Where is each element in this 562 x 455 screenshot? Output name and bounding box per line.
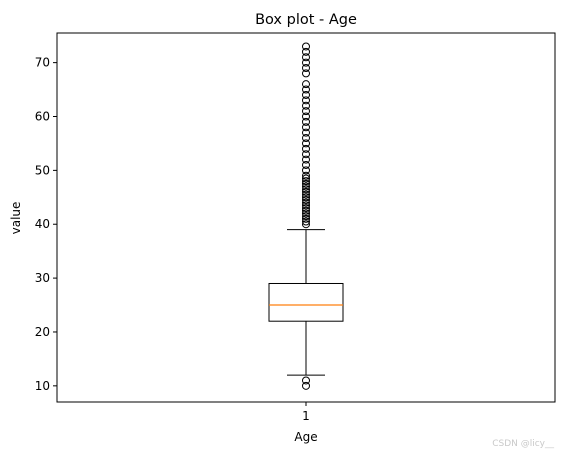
outlier-point: [302, 101, 310, 110]
outlier-point: [302, 174, 310, 183]
y-tick-label: 30: [35, 271, 50, 285]
y-tick-label: 10: [35, 379, 50, 393]
outlier-point: [302, 187, 310, 196]
outlier-point: [302, 134, 310, 143]
outlier-point: [302, 85, 310, 94]
outlier-point: [302, 179, 310, 188]
outlier-point: [302, 69, 310, 78]
outlier-point: [302, 376, 310, 385]
outlier-point: [302, 220, 310, 229]
outlier-point: [302, 117, 310, 126]
outlier-point: [302, 80, 310, 89]
y-tick-label: 20: [35, 325, 50, 339]
outlier-point: [302, 185, 310, 194]
y-tick-label: 50: [35, 163, 50, 177]
outlier-point: [302, 214, 310, 223]
watermark-text: CSDN @licy__: [492, 439, 554, 449]
y-tick-label: 60: [35, 109, 50, 123]
y-tick-label: 40: [35, 217, 50, 231]
outlier-point: [302, 112, 310, 121]
outlier-point: [302, 128, 310, 137]
outlier-point: [302, 53, 310, 62]
outlier-point: [302, 195, 310, 204]
outlier-point: [302, 96, 310, 105]
outlier-point: [302, 381, 310, 390]
outlier-point: [302, 144, 310, 153]
x-axis-label: Age: [294, 430, 317, 444]
outlier-point: [302, 193, 310, 202]
iqr-box: [268, 282, 344, 322]
chart-title: Box plot - Age: [255, 12, 357, 28]
outlier-point: [302, 47, 310, 56]
outlier-point: [302, 160, 310, 169]
outlier-point: [302, 209, 310, 218]
outlier-point: [302, 212, 310, 221]
outlier-point: [302, 90, 310, 99]
outlier-point: [302, 204, 310, 213]
outlier-point: [302, 217, 310, 226]
outlier-point: [302, 58, 310, 67]
outlier-point: [302, 190, 310, 199]
outlier-point: [302, 107, 310, 116]
y-tick-label: 70: [35, 56, 50, 70]
outlier-point: [302, 150, 310, 159]
outlier-point: [302, 171, 310, 180]
outlier-point: [302, 182, 310, 191]
outlier-point: [302, 206, 310, 215]
outlier-point: [302, 123, 310, 132]
outlier-point: [302, 42, 310, 51]
y-axis-label: value: [9, 202, 23, 235]
outlier-point: [302, 198, 310, 207]
outlier-point: [302, 201, 310, 210]
outlier-point: [302, 166, 310, 175]
outlier-point: [302, 64, 310, 73]
plot-area: 10 20 30 40 50 60 70 1: [35, 32, 556, 423]
outlier-point: [302, 139, 310, 148]
x-tick-label: 1: [302, 409, 310, 423]
outlier-point: [302, 177, 310, 186]
outlier-point: [302, 155, 310, 164]
